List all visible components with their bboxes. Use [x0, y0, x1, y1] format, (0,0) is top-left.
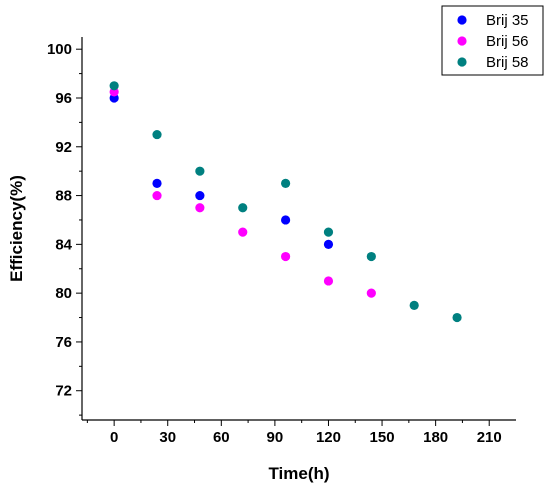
point-brij-56: [323, 276, 334, 286]
point-brij-58: [366, 251, 376, 262]
point-brij-56: [195, 203, 205, 213]
point-brij-58: [452, 312, 462, 323]
x-tick-label: 30: [159, 429, 176, 446]
x-tick-label: 150: [370, 429, 395, 446]
point-brij-58: [281, 178, 291, 188]
point-brij-58: [323, 227, 334, 237]
point-brij-58: [195, 166, 205, 176]
point-brij-56: [281, 251, 291, 262]
point-brij-56: [366, 288, 376, 298]
legend-marker-brij-56: [457, 36, 467, 46]
y-tick-label: 72: [55, 383, 72, 400]
point-brij-35: [323, 239, 334, 249]
x-tick-label: 0: [110, 429, 118, 446]
point-brij-58: [109, 81, 119, 91]
y-tick-label: 100: [47, 41, 72, 58]
point-brij-35: [281, 215, 291, 225]
x-axis-ticks: 0 30 60 90 120 150 180 210: [86, 420, 502, 446]
x-tick-label: 120: [316, 429, 341, 446]
x-tick-label: 60: [213, 429, 230, 446]
legend-label-brij-35: Brij 35: [486, 12, 529, 29]
y-tick-label: 92: [55, 139, 72, 156]
legend: Brij 35 Brij 56 Brij 58: [441, 5, 544, 76]
legend-label-brij-58: Brij 58: [486, 54, 529, 71]
x-axis-title: Time(h): [268, 464, 329, 483]
y-tick-label: 88: [55, 188, 72, 205]
point-brij-35: [152, 178, 162, 188]
y-tick-label: 76: [55, 334, 72, 351]
legend-label-brij-56: Brij 56: [486, 33, 529, 50]
point-brij-58: [238, 203, 248, 213]
axes: [81, 37, 516, 421]
legend-marker-brij-58: [457, 57, 467, 67]
point-brij-56: [238, 227, 248, 237]
point-brij-35: [195, 190, 205, 201]
y-axis-ticks: 72 76 80 84 88 92 96 100: [47, 41, 82, 416]
y-tick-label: 84: [55, 236, 72, 253]
y-axis-title: Efficiency(%): [7, 175, 26, 282]
point-brij-56: [152, 190, 162, 201]
y-tick-label: 96: [55, 90, 72, 107]
y-tick-label: 80: [55, 285, 72, 302]
point-brij-58: [152, 129, 162, 140]
point-brij-58: [409, 300, 419, 310]
legend-marker-brij-35: [457, 15, 467, 25]
data-points: [109, 81, 462, 323]
x-tick-label: 210: [477, 429, 502, 446]
x-tick-label: 180: [423, 429, 448, 446]
x-tick-label: 90: [267, 429, 284, 446]
